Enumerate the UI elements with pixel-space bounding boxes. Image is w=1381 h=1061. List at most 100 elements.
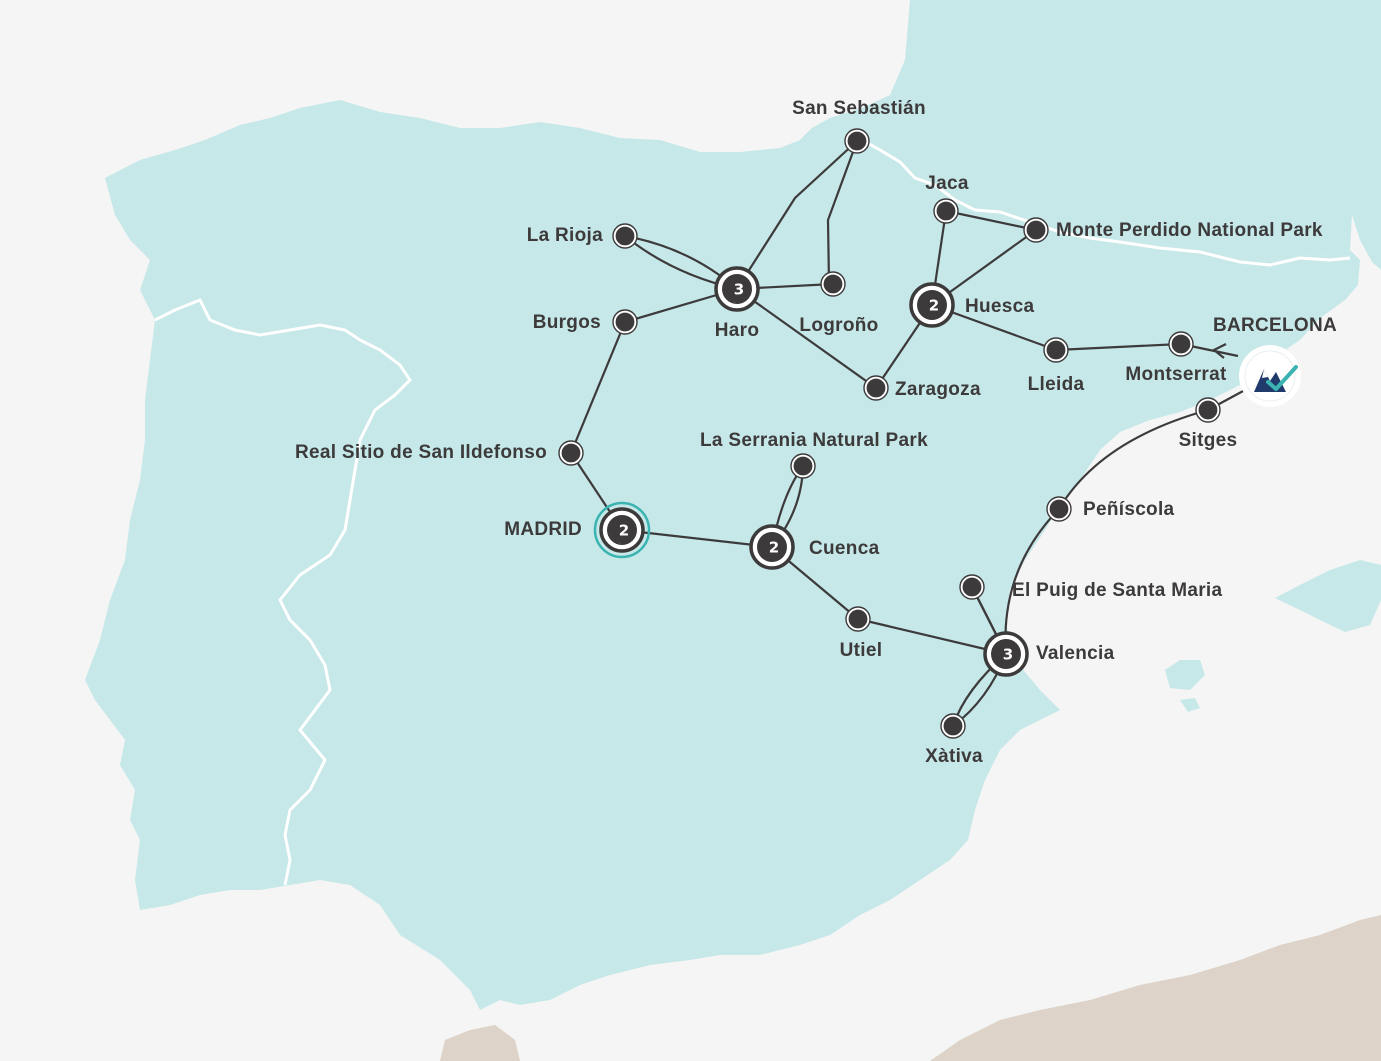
stop-label: Sitges bbox=[1179, 430, 1238, 451]
stop-marker-outline bbox=[1168, 331, 1194, 357]
stop-marker bbox=[960, 575, 984, 599]
stop-haro[interactable]: 3 Haro bbox=[714, 266, 760, 341]
route-haro-san-sebastian bbox=[736, 140, 858, 290]
moon-icon bbox=[757, 532, 787, 562]
route-barcelona-arrow bbox=[1211, 343, 1227, 359]
stop-marker-outline bbox=[558, 440, 584, 466]
stop-peniscola[interactable]: Peñíscola bbox=[1046, 496, 1175, 522]
route-utiel-valencia bbox=[857, 617, 1007, 656]
stop-label: Valencia bbox=[1036, 643, 1115, 664]
stop-label: Zaragoza bbox=[895, 379, 981, 400]
stop-label: BARCELONA bbox=[1213, 315, 1337, 336]
route-madrid-cuenca bbox=[621, 528, 773, 549]
stop-label: Utiel bbox=[840, 640, 883, 661]
stop-marker bbox=[1169, 332, 1193, 356]
stop-marker-outline bbox=[790, 453, 816, 479]
stop-marker bbox=[821, 272, 845, 296]
france-spain-border bbox=[861, 138, 1351, 267]
stop-la-serrania[interactable]: La Serrania Natural Park bbox=[700, 430, 928, 479]
stop-label: Peñíscola bbox=[1083, 499, 1175, 520]
nights-count: 3 bbox=[734, 281, 744, 299]
nights-count: 3 bbox=[1003, 646, 1013, 664]
stop-burgos[interactable]: Burgos bbox=[533, 309, 638, 335]
stop-label: La Serrania Natural Park bbox=[700, 430, 928, 451]
ibiza-island bbox=[1165, 660, 1205, 690]
stop-label: Huesca bbox=[965, 296, 1035, 317]
moon-icon bbox=[991, 639, 1021, 669]
stop-logrono[interactable]: Logroño bbox=[799, 271, 878, 336]
moon-icon bbox=[607, 515, 637, 545]
route-burgos-real-sitio bbox=[569, 321, 627, 454]
stop-label: Lleida bbox=[1028, 374, 1085, 395]
stop-barcelona[interactable]: BARCELONA bbox=[1213, 315, 1337, 336]
stop-marker-outline bbox=[959, 574, 985, 600]
stop-marker bbox=[1196, 398, 1220, 422]
stop-la-rioja[interactable]: La Rioja bbox=[527, 223, 638, 249]
stop-marker bbox=[791, 454, 815, 478]
stop-sitges[interactable]: Sitges bbox=[1179, 397, 1238, 451]
stop-marker-outline bbox=[863, 375, 889, 401]
stop-label: Burgos bbox=[533, 312, 601, 333]
france-region bbox=[800, 0, 1381, 270]
stop-marker bbox=[613, 224, 637, 248]
route-jaca-monte-perdido bbox=[945, 209, 1037, 232]
stop-marker bbox=[864, 376, 888, 400]
stop-zaragoza[interactable]: Zaragoza bbox=[863, 375, 981, 401]
stop-monte-perdido[interactable]: Monte Perdido National Park bbox=[1023, 217, 1323, 243]
stop-marker bbox=[941, 714, 965, 738]
stop-marker-outline bbox=[1195, 397, 1221, 423]
stop-marker bbox=[934, 199, 958, 223]
nights-count: 2 bbox=[769, 539, 779, 557]
stop-label: MADRID bbox=[504, 519, 582, 540]
stop-label: Jaca bbox=[925, 173, 969, 194]
stop-label: Haro bbox=[715, 320, 760, 341]
stop-xativa[interactable]: Xàtiva bbox=[925, 713, 983, 767]
stop-marker bbox=[846, 607, 870, 631]
nights-count: 2 bbox=[619, 522, 629, 540]
stop-marker-outline bbox=[612, 223, 638, 249]
stop-cuenca[interactable]: 2 Cuenca bbox=[749, 524, 880, 570]
stop-valencia[interactable]: 3 Valencia bbox=[983, 631, 1115, 677]
moon-icon bbox=[917, 290, 947, 320]
stop-label: Xàtiva bbox=[925, 746, 983, 767]
stop-marker-outline bbox=[844, 128, 870, 154]
stop-lleida[interactable]: Lleida bbox=[1028, 337, 1085, 395]
stop-marker-outline bbox=[933, 198, 959, 224]
stop-label: Real Sitio de San Ildefonso bbox=[295, 442, 547, 463]
stop-real-sitio[interactable]: Real Sitio de San Ildefonso bbox=[295, 440, 584, 466]
stop-huesca[interactable]: 2 Huesca bbox=[909, 282, 1035, 328]
stop-label: Monte Perdido National Park bbox=[1056, 220, 1323, 241]
stop-marker bbox=[559, 441, 583, 465]
stop-montserrat[interactable]: Montserrat bbox=[1125, 331, 1227, 385]
stop-marker-outline bbox=[612, 309, 638, 335]
stop-marker-outline bbox=[1043, 337, 1069, 363]
stop-utiel[interactable]: Utiel bbox=[840, 606, 883, 661]
stop-marker-outline bbox=[1046, 496, 1072, 522]
stop-label: Logroño bbox=[799, 315, 878, 336]
stop-label: Cuenca bbox=[809, 538, 880, 559]
stop-label: Montserrat bbox=[1125, 364, 1227, 385]
stop-jaca[interactable]: Jaca bbox=[925, 173, 969, 224]
moon-icon bbox=[722, 274, 752, 304]
iberian-peninsula bbox=[85, 100, 1360, 1010]
formentera-island bbox=[1180, 698, 1200, 712]
mallorca-island bbox=[1275, 560, 1381, 632]
stop-el-puig[interactable]: El Puig de Santa Maria bbox=[959, 574, 1223, 601]
stop-marker-outline bbox=[845, 606, 871, 632]
stop-marker bbox=[1047, 497, 1071, 521]
route-peniscola-sitges bbox=[1058, 408, 1209, 510]
stop-marker bbox=[845, 129, 869, 153]
mountain-check-logo-icon bbox=[1239, 345, 1301, 407]
stop-label: San Sebastián bbox=[792, 98, 926, 119]
stop-marker bbox=[613, 310, 637, 334]
stop-label: El Puig de Santa Maria bbox=[1012, 580, 1223, 601]
stop-san-sebastian[interactable]: San Sebastián bbox=[792, 98, 926, 154]
stop-madrid[interactable]: 2 MADRID bbox=[504, 501, 651, 559]
stop-marker bbox=[1044, 338, 1068, 362]
route-haro-zaragoza bbox=[736, 288, 877, 389]
highlight-ring bbox=[593, 501, 651, 559]
nights-count: 2 bbox=[929, 297, 939, 315]
stop-marker-outline bbox=[940, 713, 966, 739]
